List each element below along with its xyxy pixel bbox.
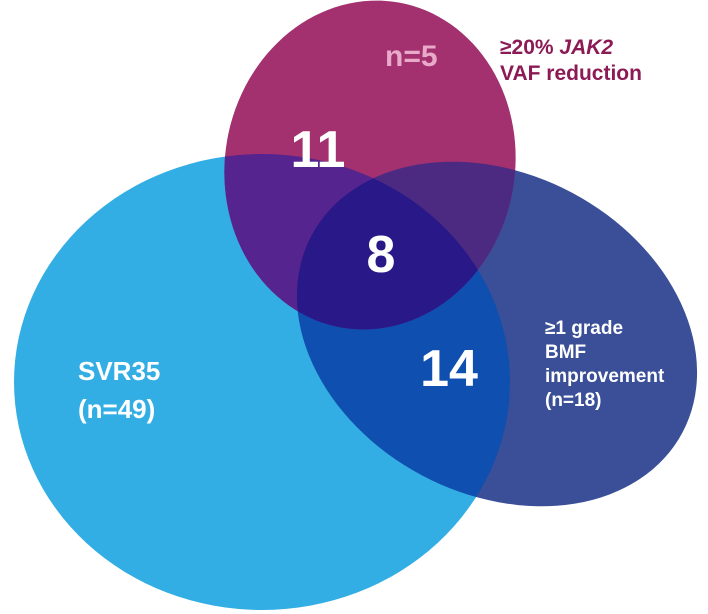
bmf-label: ≥1 grade BMF improvement (n=18) <box>545 318 670 411</box>
svr35-label: SVR35 (n=49) <box>78 356 168 424</box>
region-count: 11 <box>291 121 346 179</box>
region-count: 14 <box>420 340 478 398</box>
jak2-only-count: n=5 <box>385 40 438 73</box>
jak2-label: ≥20% JAK2 VAF reduction <box>500 36 642 85</box>
region-count: 8 <box>367 226 396 284</box>
